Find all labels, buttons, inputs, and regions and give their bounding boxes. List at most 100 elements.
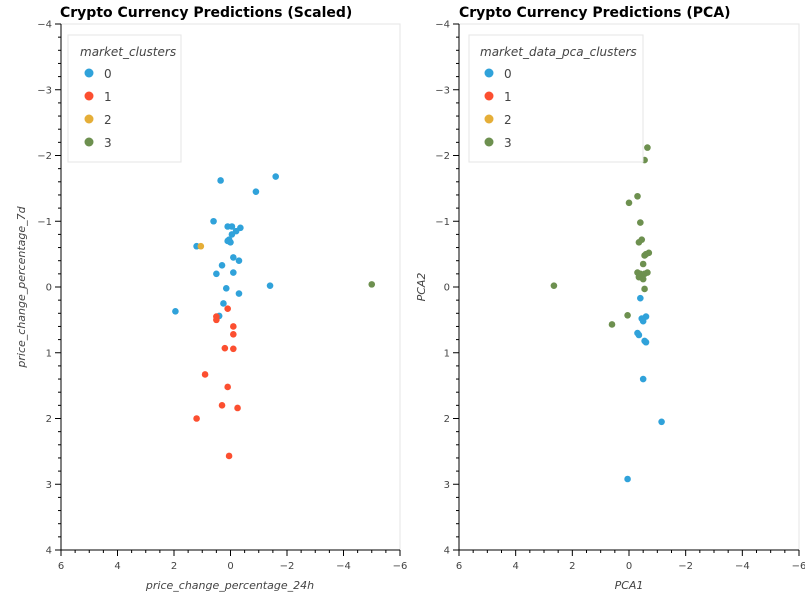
- data-point-cluster-0: [220, 300, 227, 307]
- data-point-cluster-1: [224, 305, 231, 312]
- legend-marker-2: [484, 114, 494, 124]
- x-axis-label-scaled: price_change_percentage_24h: [145, 579, 314, 592]
- legend-label-2: 2: [504, 113, 512, 127]
- data-point-cluster-3: [624, 311, 631, 319]
- data-point-cluster-0: [639, 375, 647, 383]
- data-point-cluster-3: [637, 219, 644, 226]
- y-tick-label: 4: [444, 546, 450, 557]
- legend-marker-2: [84, 114, 94, 124]
- x-tick-label: 0: [626, 561, 632, 572]
- data-point-cluster-1: [230, 323, 237, 330]
- x-axis-label-pca: PCA1: [615, 579, 644, 592]
- x-tick-label: 6: [456, 561, 462, 572]
- x-tick-label: −4: [735, 561, 750, 572]
- data-point-cluster-0: [210, 217, 217, 225]
- data-point-cluster-0: [639, 317, 647, 325]
- data-point-cluster-0: [642, 338, 650, 346]
- x-tick-label: −4: [336, 561, 351, 572]
- data-point-cluster-1: [213, 316, 220, 324]
- data-point-cluster-3: [634, 192, 641, 200]
- y-tick-label: 3: [444, 480, 450, 491]
- y-tick-label: −4: [435, 20, 450, 31]
- y-tick-label: 0: [46, 283, 52, 294]
- legend-marker-0: [84, 68, 94, 78]
- x-tick-label: −2: [678, 561, 693, 572]
- data-point-cluster-1: [224, 383, 231, 391]
- data-point-cluster-3: [639, 260, 647, 268]
- legend-label-2: 2: [104, 113, 112, 127]
- y-tick-label: −3: [435, 85, 450, 96]
- x-tick-label: −6: [393, 561, 408, 572]
- chart-title-pca: Crypto Currency Predictions (PCA): [459, 5, 731, 21]
- data-point-cluster-2: [197, 242, 205, 250]
- data-point-cluster-1: [193, 415, 200, 422]
- y-axis-label-scaled: price_change_percentage_7d: [15, 205, 28, 368]
- data-point-cluster-0: [172, 308, 179, 315]
- data-point-cluster-3: [608, 321, 616, 328]
- y-tick-label: −4: [37, 20, 52, 31]
- data-point-cluster-3: [625, 199, 633, 207]
- data-point-cluster-0: [266, 282, 274, 289]
- y-tick-label: −2: [435, 151, 450, 162]
- scaled-scatter-chart: Crypto Currency Predictions (Scaled) −4 −…: [15, 5, 407, 592]
- legend-label-1: 1: [504, 90, 512, 104]
- data-point-cluster-3: [635, 238, 643, 246]
- legend-label-0: 0: [104, 67, 112, 81]
- data-point-cluster-0: [213, 270, 220, 278]
- y-tick-label: 0: [444, 283, 450, 294]
- data-point-cluster-0: [218, 262, 226, 269]
- legend-marker-1: [84, 91, 94, 101]
- legend-box-pca: [468, 34, 644, 163]
- data-point-cluster-1: [225, 452, 233, 460]
- y-axis-label-pca: PCA2: [415, 273, 428, 302]
- legend-label-3: 3: [504, 136, 512, 150]
- data-point-cluster-0: [637, 294, 644, 302]
- y-tick-label: −3: [37, 85, 52, 96]
- y-tick-label: 2: [444, 414, 450, 425]
- x-tick-label: 2: [569, 561, 575, 572]
- data-point-cluster-0: [217, 177, 224, 184]
- data-point-cluster-0: [228, 231, 236, 238]
- data-point-cluster-1: [201, 371, 209, 378]
- y-tick-label: −1: [435, 217, 450, 228]
- data-point-cluster-0: [635, 331, 643, 339]
- legend-marker-3: [484, 137, 494, 147]
- legend-label-3: 3: [104, 136, 112, 150]
- legend-label-1: 1: [104, 90, 112, 104]
- data-point-cluster-0: [230, 254, 237, 261]
- chart-title-scaled: Crypto Currency Predictions (Scaled): [60, 5, 352, 21]
- data-point-cluster-0: [252, 188, 260, 195]
- x-tick-label: 4: [512, 561, 518, 572]
- data-point-cluster-0: [227, 238, 234, 246]
- data-point-cluster-1: [221, 344, 229, 352]
- y-tick-label: 3: [46, 480, 52, 491]
- points-scaled: [172, 173, 376, 460]
- legend-title-pca: market_data_pca_clusters: [480, 45, 637, 59]
- data-point-cluster-0: [272, 173, 280, 180]
- data-point-cluster-3: [368, 281, 376, 288]
- data-point-cluster-3: [641, 285, 648, 293]
- legend-marker-1: [484, 91, 494, 101]
- legend-pca: market_data_pca_clusters 0 1 2 3: [468, 34, 644, 163]
- x-tick-label: 6: [58, 561, 64, 572]
- x-tick-label: −6: [792, 561, 805, 572]
- points-pca: [550, 144, 665, 483]
- y-tick-label: −2: [37, 151, 52, 162]
- y-tick-label: 2: [46, 414, 52, 425]
- x-tick-label: −2: [280, 561, 295, 572]
- y-tick-label: −1: [37, 217, 52, 228]
- data-point-cluster-3: [644, 269, 651, 276]
- x-tick-label: 2: [171, 561, 177, 572]
- legend-marker-3: [84, 137, 94, 147]
- data-point-cluster-0: [222, 285, 230, 292]
- data-point-cluster-0: [658, 418, 665, 426]
- y-tick-label: 1: [46, 348, 52, 359]
- x-tick-label: 4: [114, 561, 120, 572]
- y-tick-label: 4: [46, 546, 52, 557]
- data-point-cluster-3: [641, 252, 648, 259]
- data-point-cluster-0: [235, 257, 243, 265]
- legend-title-scaled: market_clusters: [80, 45, 176, 59]
- legend-label-0: 0: [504, 67, 512, 81]
